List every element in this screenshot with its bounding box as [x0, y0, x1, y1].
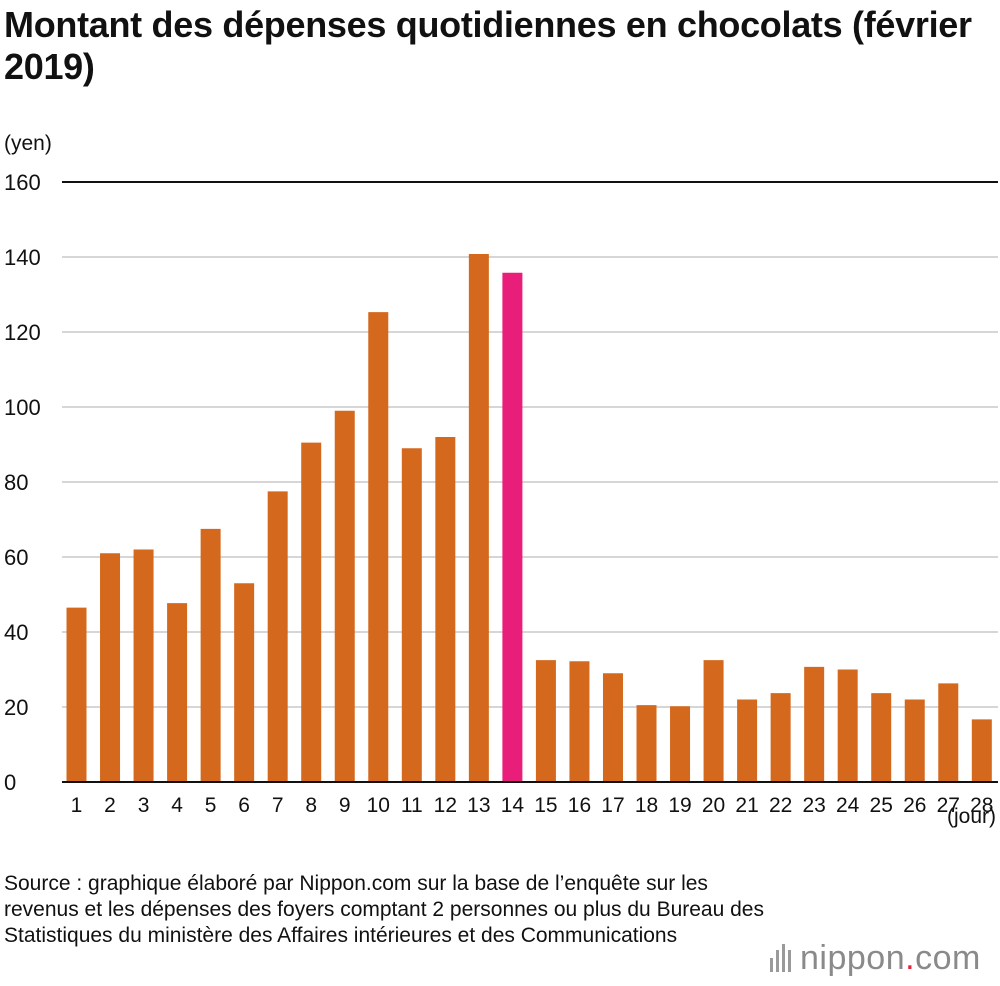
x-tick-label-1: 1	[71, 794, 83, 817]
bar-day-18	[636, 705, 657, 782]
brand-dot: .	[905, 939, 916, 977]
chart-title: Montant des dépenses quotidiennes en cho…	[4, 4, 972, 87]
bar-day-9	[334, 410, 355, 782]
x-tick-label-16: 16	[568, 794, 591, 817]
x-tick-label-2: 2	[104, 794, 116, 817]
x-tick-labels: 1 2 3 4 5 6 7 8 9 10 11 12 13 14 15 16 17 18 19 20 21 22 23 24 2…	[71, 794, 994, 817]
bar-day-22	[770, 693, 791, 782]
bar-day-20	[703, 660, 724, 782]
x-tick-label-15: 15	[534, 794, 557, 817]
x-tick-label-28: 28	[970, 794, 993, 817]
x-tick-label-8: 8	[305, 794, 317, 817]
bar-day-19	[670, 706, 691, 782]
bar-day-28	[971, 719, 992, 782]
x-tick-label-3: 3	[138, 794, 150, 817]
x-tick-label-25: 25	[870, 794, 893, 817]
bar-day-27	[938, 683, 959, 782]
bar-day-16	[569, 661, 590, 782]
x-tick-label-12: 12	[434, 794, 457, 817]
y-tick-label-0: 0	[4, 770, 16, 795]
bar-day-5	[200, 528, 221, 782]
x-tick-label-4: 4	[171, 794, 183, 817]
bar-day-24	[837, 669, 858, 782]
x-tick-label-23: 23	[802, 794, 825, 817]
y-axis-label: (yen)	[4, 132, 52, 155]
x-axis-label: (jour)	[947, 805, 996, 828]
x-tick-label-6: 6	[238, 794, 250, 817]
bar-day-3	[133, 549, 154, 782]
bar-day-25	[871, 693, 892, 782]
x-tick-label-21: 21	[735, 794, 758, 817]
x-tick-label-13: 13	[467, 794, 490, 817]
y-tick-label-60: 60	[4, 545, 28, 570]
bar-day-2	[100, 553, 121, 782]
brand-suffix: com	[915, 939, 981, 977]
nippon-wordmark: nippon.com	[800, 938, 981, 978]
y-tick-label-140: 140	[4, 245, 41, 270]
x-tick-label-14: 14	[501, 794, 525, 817]
nippon-bars-icon	[770, 944, 791, 972]
x-tick-label-27: 27	[937, 794, 960, 817]
x-tick-label-19: 19	[668, 794, 691, 817]
x-tick-label-5: 5	[205, 794, 217, 817]
x-tick-label-20: 20	[702, 794, 725, 817]
bar-day-4	[167, 603, 188, 782]
x-tick-label-18: 18	[635, 794, 658, 817]
y-tick-label-160: 160	[4, 170, 41, 195]
nippon-logo: nippon.com	[770, 938, 981, 978]
bar-day-6	[234, 583, 255, 782]
bar-day-23	[804, 666, 825, 782]
gridlines	[62, 181, 998, 708]
brand-name: nippon	[800, 939, 906, 977]
y-tick-label-20: 20	[4, 695, 28, 720]
y-tick-label-80: 80	[4, 470, 28, 495]
bar-day-7	[267, 491, 288, 782]
bar-day-21	[737, 699, 758, 782]
x-tick-label-17: 17	[601, 794, 624, 817]
bar-day-11	[401, 448, 422, 782]
bar-day-10	[368, 312, 389, 782]
bar-day-1	[66, 607, 87, 782]
y-tick-label-120: 120	[4, 320, 41, 345]
y-tick-label-40: 40	[4, 620, 28, 645]
bar-day-8	[301, 442, 322, 782]
x-tick-label-10: 10	[367, 794, 390, 817]
source-note: Source : graphique élaboré par Nippon.co…	[4, 872, 764, 947]
x-tick-label-11: 11	[401, 794, 423, 817]
x-tick-label-26: 26	[903, 794, 926, 817]
bar-day-14	[502, 272, 523, 782]
bar-day-15	[535, 660, 556, 782]
x-tick-label-24: 24	[836, 794, 860, 817]
bar-day-13	[468, 254, 489, 782]
y-tick-label-100: 100	[4, 395, 41, 420]
bar-day-12	[435, 437, 456, 782]
bars	[66, 254, 992, 782]
y-tick-labels: 0 20 40 60 80 100 120 140 160	[4, 170, 41, 795]
bar-day-17	[602, 673, 623, 782]
bar-day-26	[904, 699, 925, 782]
x-tick-label-22: 22	[769, 794, 792, 817]
x-tick-label-9: 9	[339, 794, 351, 817]
x-tick-label-7: 7	[272, 794, 284, 817]
